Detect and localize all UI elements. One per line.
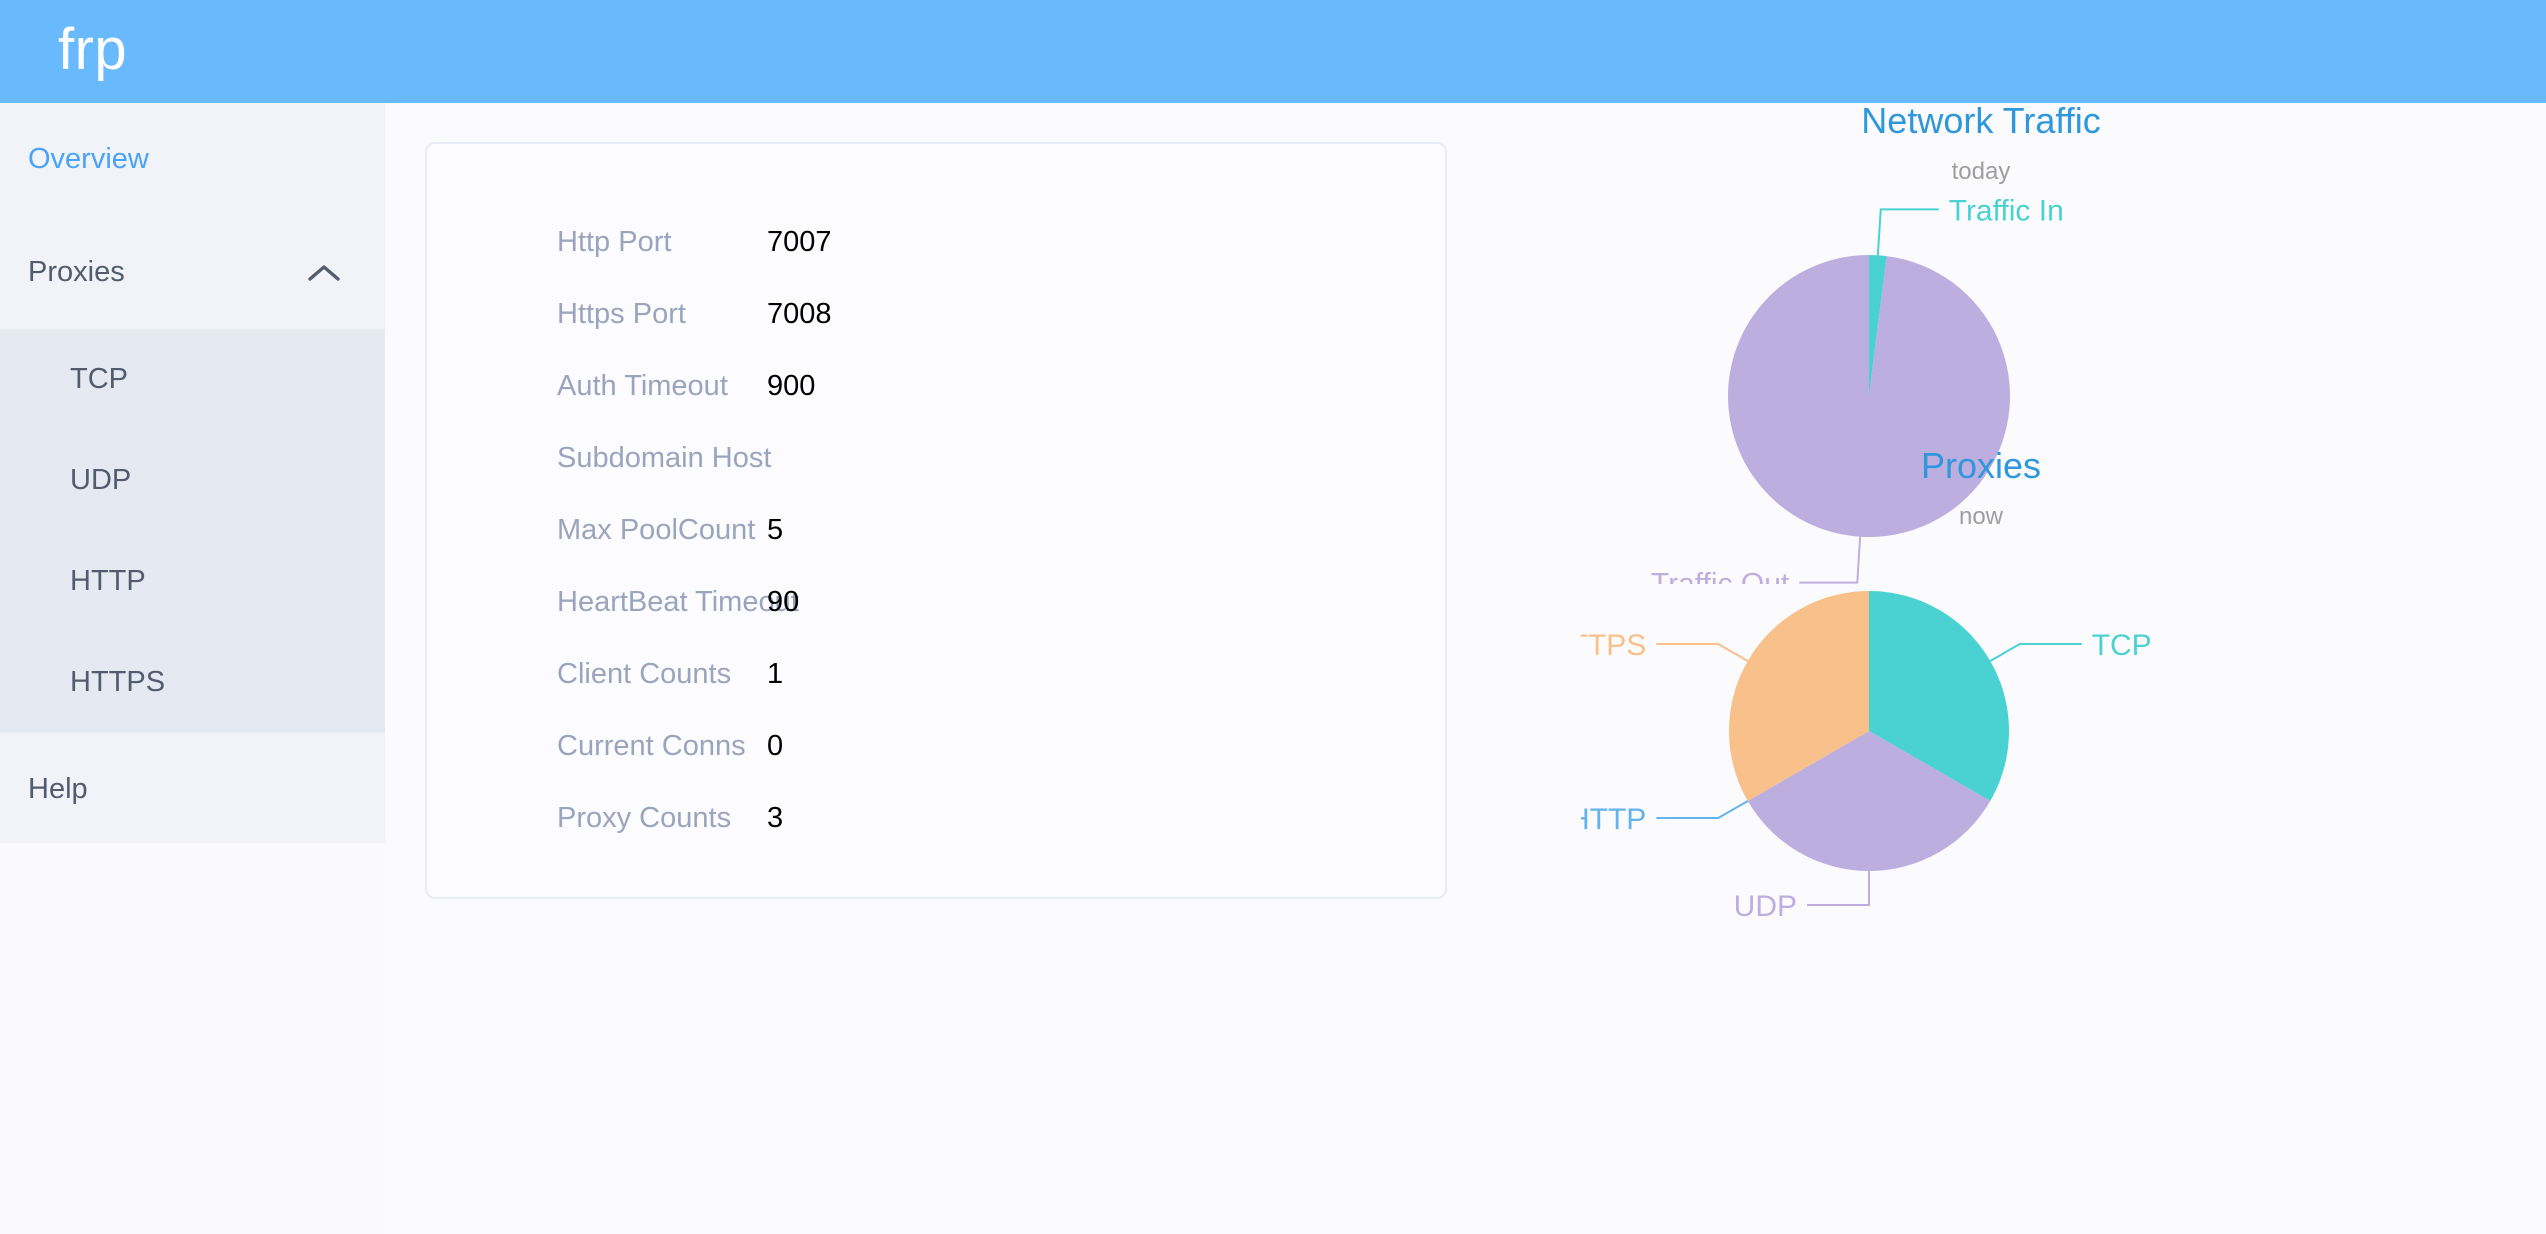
pie-label-tcp: TCP [2092, 629, 2152, 662]
pie-slice-https[interactable] [1729, 591, 1869, 801]
sidebar-group-proxies[interactable]: Proxies [0, 216, 385, 329]
main-content: Http Port 7007 Https Port 7008 Auth Timeout 9… [385, 103, 2546, 1234]
server-info-value: 5 [767, 513, 784, 546]
server-info-row: Auth Timeout 900 [427, 350, 1445, 422]
network-traffic-title: Network Traffic [1861, 100, 2101, 141]
sidebar-item-udp[interactable]: UDP [0, 430, 385, 531]
server-info-row: Max PoolCount 5 [427, 494, 1445, 566]
proxies-pie[interactable]: TCP UDP HTTP HTTPS [1581, 529, 2381, 959]
server-info-row: Proxy Counts 3 [427, 782, 1445, 854]
server-info-row: HeartBeat Timeout 90 [427, 566, 1445, 638]
server-info-value: 90 [767, 585, 800, 618]
server-info-row: Subdomain Host [427, 422, 1445, 494]
sidebar-item-https-label: HTTPS [70, 666, 166, 698]
proxies-chart: Proxies now TCP UDP HTTP HTTPS [1581, 448, 2381, 1234]
sidebar-item-help[interactable]: Help [0, 733, 385, 846]
server-info-value: 7008 [767, 297, 832, 330]
server-info-card: Http Port 7007 Https Port 7008 Auth Timeout 9… [425, 142, 1447, 899]
server-info-value: 900 [767, 369, 816, 402]
sidebar-item-tcp-label: TCP [70, 363, 128, 395]
chevron-up-icon[interactable] [307, 263, 341, 283]
app-logo: frp [58, 16, 128, 82]
network-traffic-chart: Network Traffic today Traffic InTraffic … [1581, 103, 2381, 643]
pie-label-traffic-out: Traffic Out [1651, 568, 1790, 584]
pie-label-http: HTTP [1581, 803, 1646, 836]
pie-leader-line-traffic-out [1799, 536, 1862, 584]
pie-leader-line-tcp [1989, 643, 2082, 662]
server-info-label: Client Counts [557, 657, 732, 690]
server-info-label: Http Port [557, 225, 672, 258]
pie-label-traffic-in: Traffic In [1949, 194, 2064, 227]
sidebar-item-overview[interactable]: Overview [0, 103, 385, 216]
server-info-label: Proxy Counts [557, 801, 732, 834]
pie-leader-line-traffic-in [1876, 208, 1939, 256]
sidebar-submenu-proxies: TCP UDP HTTP HTTPS [0, 329, 385, 733]
sidebar-item-http-label: HTTP [70, 565, 146, 597]
sidebar-item-overview-label: Overview [28, 143, 149, 175]
server-info-label: Auth Timeout [557, 369, 728, 402]
server-info-label: Max PoolCount [557, 513, 756, 546]
network-traffic-subtitle: today [1951, 158, 2011, 185]
server-info-row: Client Counts 1 [427, 638, 1445, 710]
proxies-title: Proxies [1920, 445, 2042, 486]
app-header: frp [0, 0, 2546, 103]
server-info-value: 0 [767, 729, 784, 762]
server-info-label: HeartBeat Timeout [557, 585, 799, 618]
server-info-value: 7007 [767, 225, 832, 258]
server-info-label: Current Conns [557, 729, 746, 762]
pie-leader-line-https [1656, 643, 1749, 662]
server-info-value: 1 [767, 657, 784, 690]
pie-slice-tcp[interactable] [1869, 591, 2009, 801]
pie-leader-line-udp [1807, 871, 1870, 906]
sidebar-item-tcp[interactable]: TCP [0, 329, 385, 430]
sidebar-item-https[interactable]: HTTPS [0, 632, 385, 733]
server-info-label: Https Port [557, 297, 686, 330]
pie-label-udp: UDP [1734, 890, 1797, 923]
pie-leader-line-http [1656, 800, 1749, 819]
server-info-table: Http Port 7007 Https Port 7008 Auth Timeout 9… [427, 144, 1445, 854]
network-traffic-pie[interactable]: Traffic In Traffic Out [1581, 184, 2381, 584]
server-info-label: Subdomain Host [557, 441, 772, 474]
pie-slice-traffic-in[interactable] [1869, 255, 1887, 396]
pie-label-https: HTTPS [1581, 629, 1646, 662]
sidebar: Overview Proxies TCP UDP HTTP HTTPS Help [0, 103, 385, 843]
proxies-subtitle: now [1958, 503, 2004, 530]
sidebar-group-proxies-label: Proxies [28, 256, 125, 288]
server-info-value: 3 [767, 801, 784, 834]
sidebar-item-http[interactable]: HTTP [0, 531, 385, 632]
sidebar-item-help-label: Help [28, 773, 88, 805]
server-info-row: Http Port 7007 [427, 206, 1445, 278]
server-info-row: Current Conns 0 [427, 710, 1445, 782]
server-info-row: Https Port 7008 [427, 278, 1445, 350]
sidebar-item-udp-label: UDP [70, 464, 132, 496]
pie-slice-traffic-out[interactable] [1728, 255, 2010, 537]
